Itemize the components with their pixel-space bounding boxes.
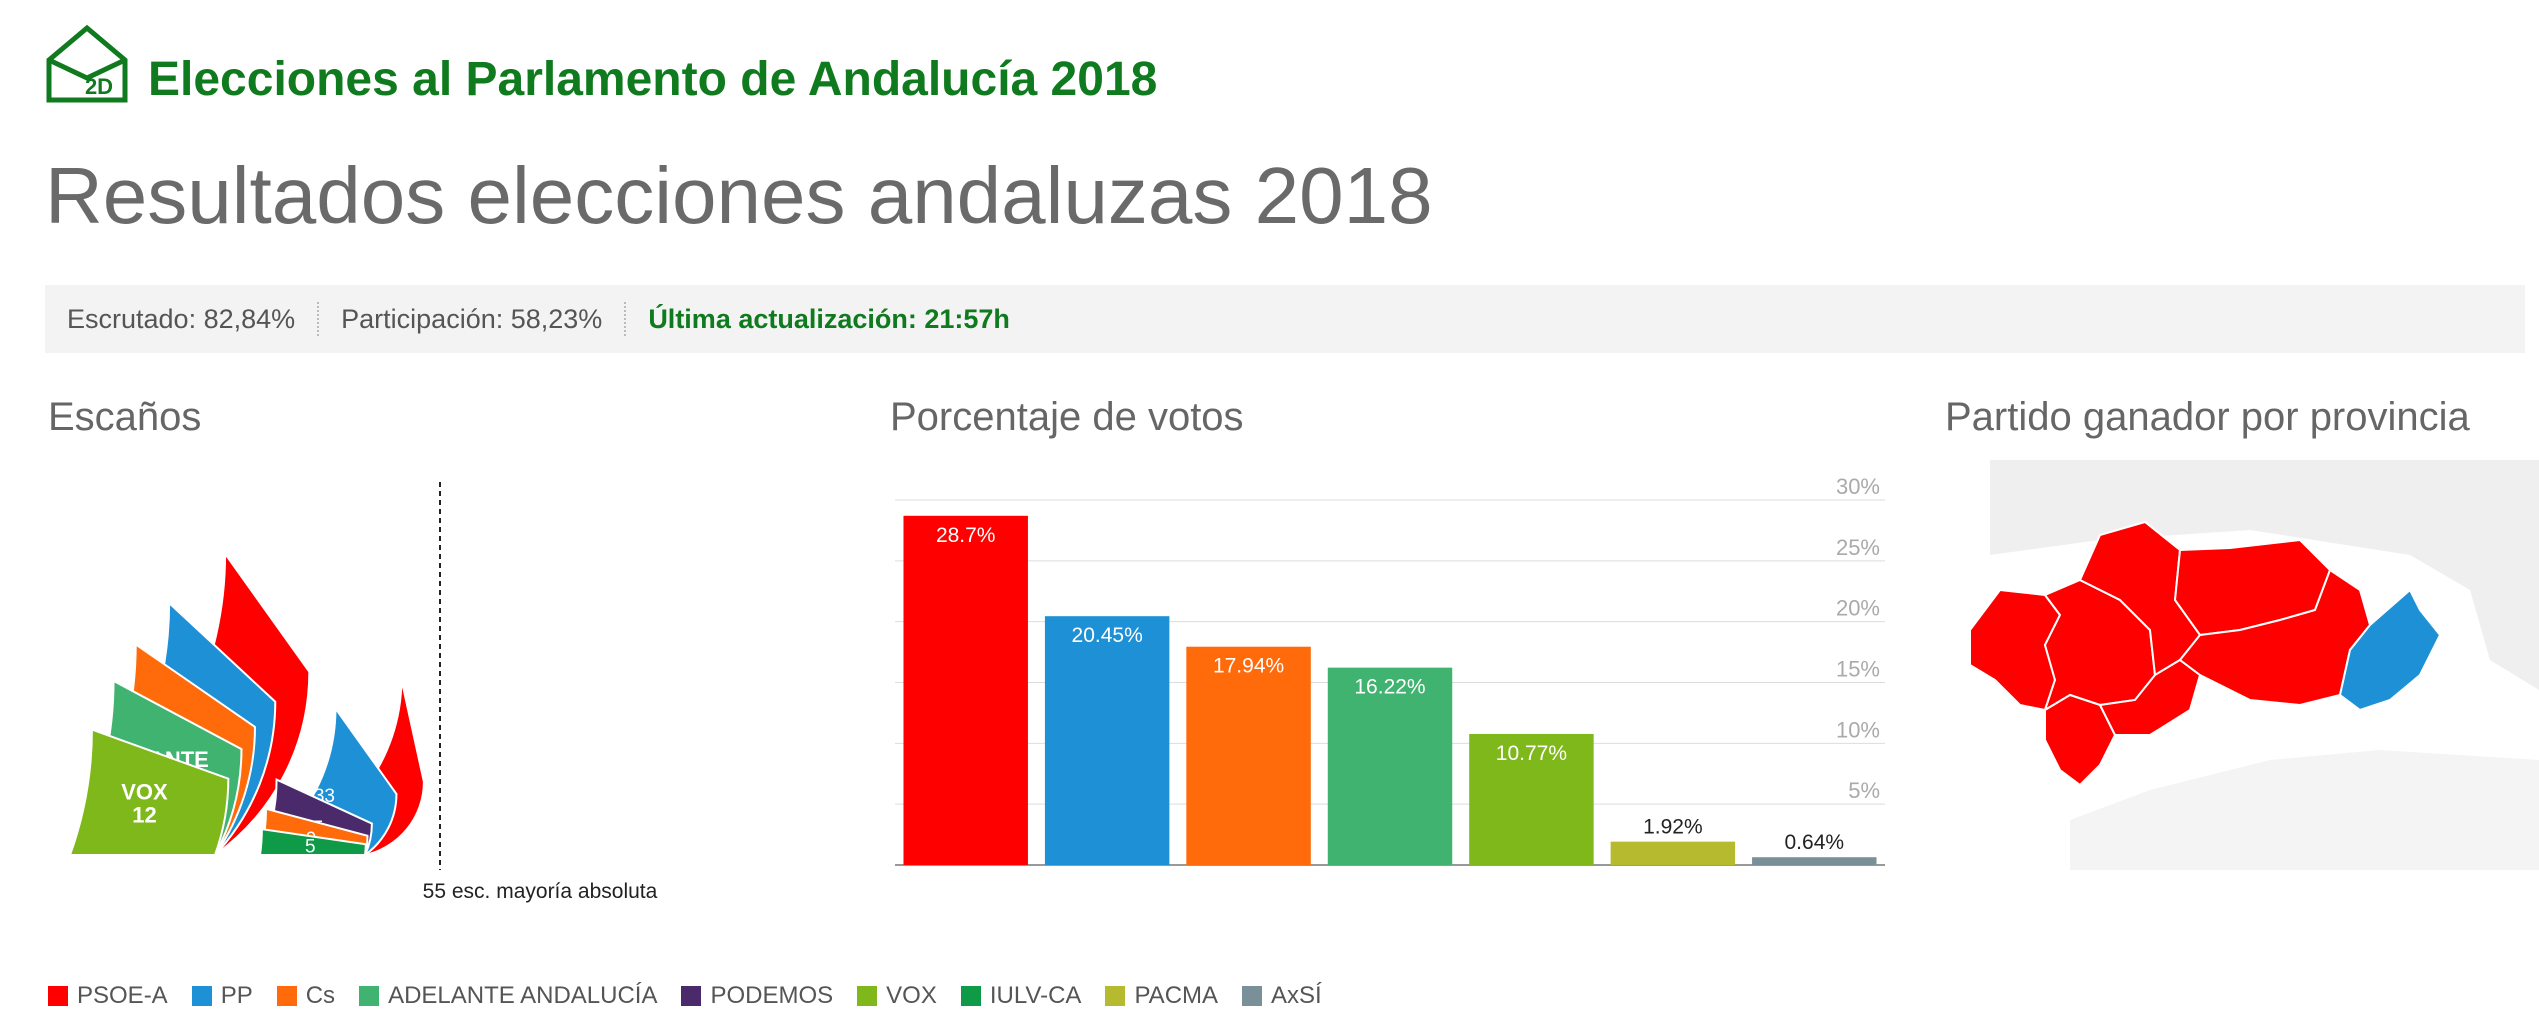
majority-label: 55 esc. mayoría absoluta [423, 880, 658, 903]
legend-item[interactable]: IULV-CA [960, 982, 1082, 1010]
legend-label: PSOE-A [77, 982, 168, 1009]
seat-segment-iulv-ca[interactable] [258, 827, 367, 856]
legend-swatch [681, 986, 702, 1006]
legend-label: ADELANTE ANDALUCÍA [388, 982, 658, 1009]
legend-item[interactable]: Cs [276, 982, 336, 1010]
y-tick-label: 25% [1836, 535, 1880, 560]
vote-bar-adelante-andaluc-a[interactable] [1327, 667, 1453, 865]
map-land-north [1990, 460, 2539, 690]
legend-item[interactable]: ADELANTE ANDALUCÍA [359, 982, 657, 1010]
party-legend: PSOE-A PP Cs ADELANTE ANDALUCÍA PODEMOS VOX IU… [48, 982, 1346, 1010]
votes-section-title: Porcentaje de votos [890, 395, 1244, 439]
y-tick-label: 5% [1848, 778, 1880, 803]
legend-swatch [960, 986, 981, 1006]
legend-label: IULV-CA [989, 982, 1082, 1009]
legend-swatch [359, 986, 380, 1006]
vote-value-label: 16.22% [1354, 676, 1425, 699]
participacion-text: Participación: 58,23% [341, 303, 603, 334]
legend-label: Cs [305, 982, 336, 1009]
divider [624, 302, 627, 336]
seat-label: VOX 12 [121, 780, 168, 828]
seats-section-title: Escaños [48, 395, 202, 439]
vote-value-label: 28.7% [936, 524, 996, 547]
legend-label: PACMA [1134, 982, 1219, 1009]
map-land-south [2070, 750, 2539, 870]
escrutado-text: Escrutado: 82,84% [67, 303, 296, 334]
seat-label: 5 [305, 836, 316, 857]
province-winner-map [1950, 460, 2539, 870]
province-almeria[interactable] [2338, 588, 2442, 712]
legend-label: AxSÍ [1271, 982, 1322, 1009]
vote-bar-pacma[interactable] [1610, 841, 1736, 865]
page-title: Resultados elecciones andaluzas 2018 [45, 151, 1433, 240]
legend-label: VOX [886, 982, 937, 1009]
seats-parliament-chart: PSOE-A33PP26Cs21ADELANTEANDALUCÍA17VOX12… [66, 482, 658, 903]
vote-bar-vox[interactable] [1469, 733, 1594, 865]
legend-swatch [1242, 986, 1263, 1006]
seat-segment-vox[interactable] [68, 728, 230, 856]
brand-title[interactable]: Elecciones al Parlamento de Andalucía 20… [148, 53, 1158, 106]
logo-text: 2D [85, 74, 113, 99]
legend-item[interactable]: PSOE-A [48, 982, 168, 1010]
legend-item[interactable]: PACMA [1105, 982, 1218, 1010]
legend-item[interactable]: PODEMOS [681, 982, 833, 1010]
y-tick-label: 10% [1836, 717, 1880, 742]
legend-label: PP [220, 982, 253, 1009]
legend-swatch [191, 986, 212, 1006]
vote-value-label: 0.64% [1785, 831, 1845, 854]
vote-value-label: 17.94% [1213, 655, 1284, 678]
votes-bar-chart: 5% 10% 15% 20% 25% 30% 28.7% 20.45% 17.94% 16.22%… [895, 474, 1885, 866]
y-tick-label: 20% [1836, 596, 1880, 621]
y-tick-label: 30% [1836, 474, 1880, 499]
y-tick-label: 15% [1836, 657, 1880, 682]
vote-bar-psoe-a[interactable] [903, 515, 1028, 865]
divider [317, 302, 320, 336]
legend-swatch [1105, 986, 1126, 1006]
legend-swatch [276, 986, 297, 1006]
status-bar: Escrutado: 82,84% Participación: 58,23% … [45, 285, 2525, 353]
legend-swatch [857, 986, 878, 1006]
vote-bar-cs[interactable] [1186, 646, 1311, 865]
vote-value-label: 10.77% [1496, 742, 1567, 765]
vote-value-label: 1.92% [1643, 816, 1703, 839]
legend-item[interactable]: VOX [857, 982, 937, 1010]
province-cadiz[interactable] [2044, 693, 2117, 787]
vote-bar-axs-[interactable] [1752, 857, 1877, 865]
last-update-text: Última actualización: 21:57h [648, 303, 1010, 334]
legend-label: PODEMOS [710, 982, 834, 1009]
legend-item[interactable]: PP [191, 982, 253, 1010]
logo-icon: 2D [46, 24, 128, 103]
legend-swatch [48, 986, 68, 1006]
map-section-title: Partido ganador por provincia [1945, 395, 2470, 439]
vote-bar-pp[interactable] [1044, 616, 1170, 865]
vote-value-label: 20.45% [1072, 624, 1143, 647]
legend-item[interactable]: AxSÍ [1242, 982, 1322, 1010]
